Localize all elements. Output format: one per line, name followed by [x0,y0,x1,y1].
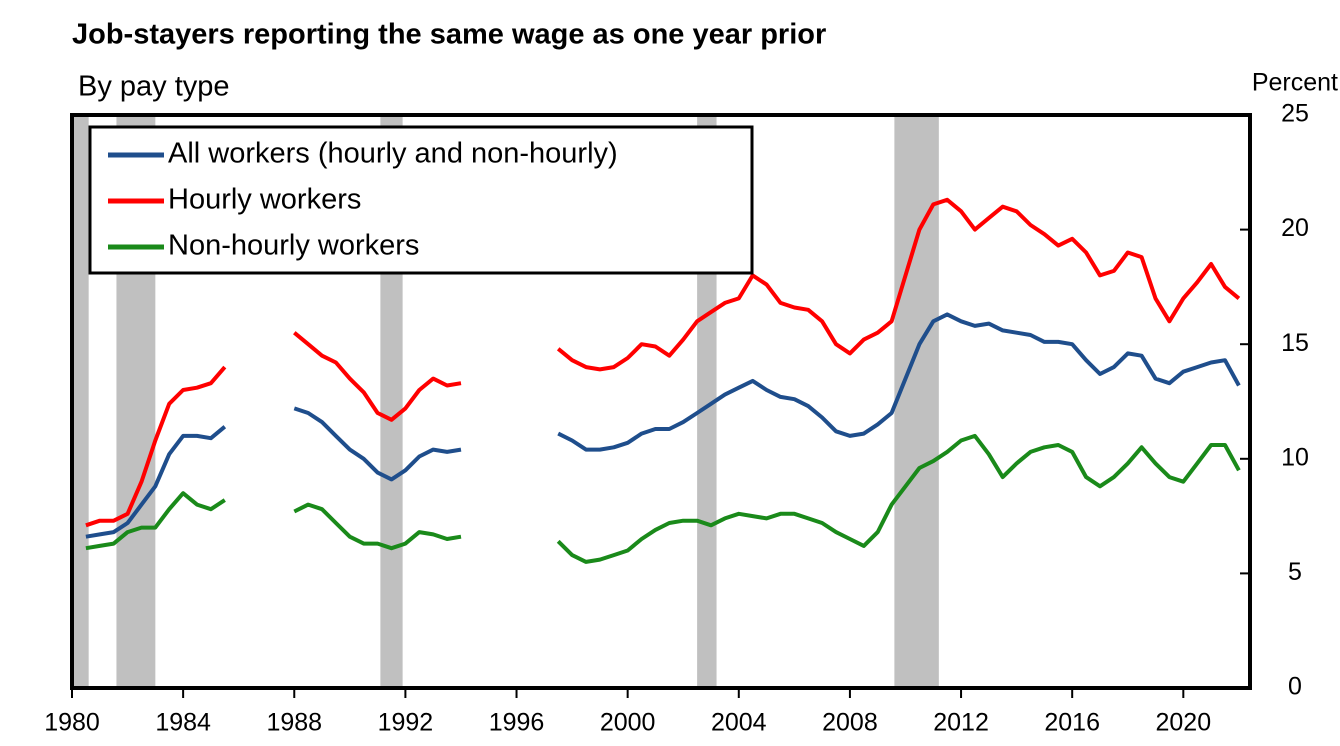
x-tick-label: 2008 [822,709,878,737]
y-tick-label: 10 [1281,443,1309,471]
y-tick-label: 15 [1281,329,1309,357]
series-line [85,312,1241,539]
series-line [85,197,1241,528]
chart-subtitle: By pay type [78,71,230,103]
legend-box [88,125,754,275]
x-tick-label: 1984 [155,709,211,737]
x-tick-label: 1988 [266,709,322,737]
chart-title: Job-stayers reporting the same wage as o… [72,19,826,51]
recession-shade [894,115,939,688]
y-tick-label: 5 [1288,558,1302,586]
x-tick-label: 1980 [44,709,100,737]
legend: All workers (hourly and non-hourly) Hourl… [108,138,618,262]
x-tick-label: 1992 [378,709,434,737]
x-tick-label: 2000 [600,709,656,737]
x-tick-label: 1996 [489,709,545,737]
y-tick-label: 0 [1288,673,1302,701]
x-tick-label: 2020 [1156,709,1212,737]
y-tick-label: 25 [1281,100,1309,128]
lines [85,197,1241,564]
legend-label: All workers (hourly and non-hourly) [168,138,618,170]
x-tick-label: 2004 [711,709,767,737]
series-line [85,433,1241,564]
y-axis-label: Percent [1252,69,1338,97]
plot-frame [70,113,1252,690]
recession-shade [72,115,89,688]
legend-label: Non-hourly workers [168,230,419,262]
axes: 0 5 10 15 20 25 1980 1984 1988 1992 1996 2000 2004 20… [44,100,1309,737]
x-tick-label: 2012 [933,709,989,737]
y-tick-label: 20 [1281,214,1309,242]
legend-label: Hourly workers [168,184,361,216]
x-tick-label: 2016 [1044,709,1100,737]
